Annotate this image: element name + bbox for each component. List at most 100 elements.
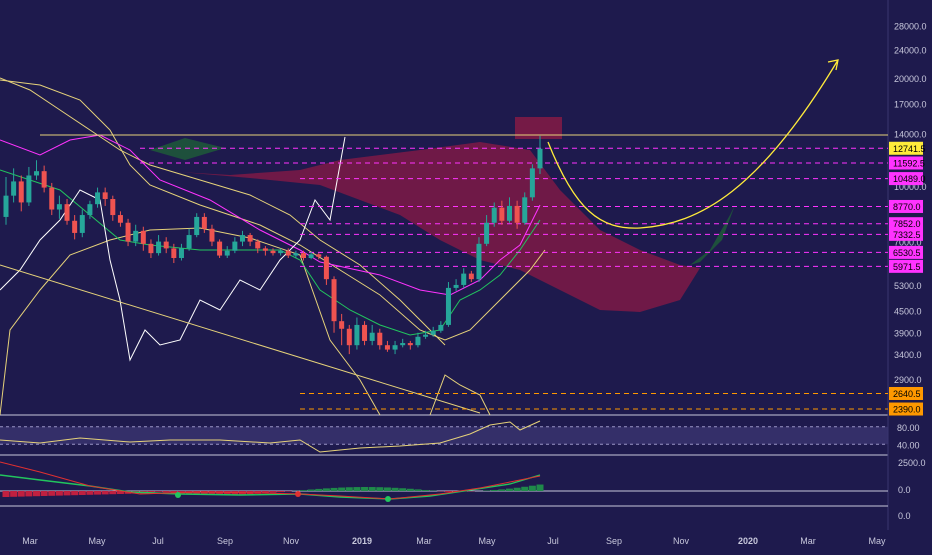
candle-body[interactable] bbox=[171, 248, 176, 258]
price-tick-label: 3900.0 bbox=[894, 329, 922, 339]
candle-body[interactable] bbox=[438, 325, 443, 331]
candle-body[interactable] bbox=[19, 181, 24, 202]
candle-body[interactable] bbox=[95, 192, 100, 204]
macd-bar bbox=[338, 488, 345, 491]
macd-bar bbox=[376, 487, 383, 491]
price-label: 2640.5 bbox=[893, 389, 921, 399]
candle-body[interactable] bbox=[362, 325, 367, 341]
price-tick-label: 2900.0 bbox=[894, 375, 922, 385]
candle-body[interactable] bbox=[126, 223, 131, 242]
candle-body[interactable] bbox=[271, 251, 276, 253]
candle-body[interactable] bbox=[286, 251, 291, 256]
price-tick-label: 20000.0 bbox=[894, 74, 927, 84]
price-tick-label: 4500.0 bbox=[894, 306, 922, 316]
candle-body[interactable] bbox=[57, 204, 62, 209]
price-tick-label: 28000.0 bbox=[894, 22, 927, 32]
candle-body[interactable] bbox=[293, 253, 298, 255]
time-tick-label: Mar bbox=[416, 536, 432, 546]
candle-body[interactable] bbox=[187, 235, 192, 248]
candle-body[interactable] bbox=[225, 251, 230, 256]
candle-body[interactable] bbox=[80, 215, 85, 233]
candle-body[interactable] bbox=[530, 168, 535, 197]
candle-body[interactable] bbox=[339, 321, 344, 329]
candle-body[interactable] bbox=[324, 257, 329, 279]
candle-body[interactable] bbox=[309, 254, 314, 258]
candle-body[interactable] bbox=[370, 333, 375, 341]
macd-bar bbox=[163, 491, 170, 492]
price-label: 7332.5 bbox=[893, 230, 921, 240]
candle-body[interactable] bbox=[499, 208, 504, 221]
candle-body[interactable] bbox=[408, 343, 413, 345]
candle-body[interactable] bbox=[72, 221, 77, 233]
candle-body[interactable] bbox=[377, 333, 382, 345]
candle-body[interactable] bbox=[415, 337, 420, 345]
candle-body[interactable] bbox=[301, 253, 306, 258]
candle-body[interactable] bbox=[522, 197, 527, 222]
candle-body[interactable] bbox=[141, 231, 146, 244]
macd-bar bbox=[71, 491, 78, 495]
macd-bar bbox=[399, 488, 406, 491]
candle-body[interactable] bbox=[431, 331, 436, 335]
candle-body[interactable] bbox=[202, 217, 207, 229]
candle-body[interactable] bbox=[179, 248, 184, 258]
candle-body[interactable] bbox=[217, 242, 222, 256]
candle-body[interactable] bbox=[209, 229, 214, 242]
candle-body[interactable] bbox=[538, 149, 543, 169]
candle-body[interactable] bbox=[65, 204, 70, 221]
candle-body[interactable] bbox=[476, 244, 481, 279]
candle-body[interactable] bbox=[194, 217, 199, 235]
candle-body[interactable] bbox=[461, 274, 466, 285]
candle-body[interactable] bbox=[11, 181, 16, 195]
macd-bar bbox=[277, 491, 284, 492]
candle-body[interactable] bbox=[232, 242, 237, 251]
price-label: 12741.5 bbox=[893, 144, 926, 154]
candle-body[interactable] bbox=[423, 335, 428, 337]
candle-body[interactable] bbox=[103, 192, 108, 199]
price-label: 8770.0 bbox=[893, 202, 921, 212]
candle-body[interactable] bbox=[454, 285, 459, 288]
candle-body[interactable] bbox=[34, 171, 39, 175]
candle-body[interactable] bbox=[278, 251, 283, 253]
candle-body[interactable] bbox=[4, 196, 9, 217]
candle-body[interactable] bbox=[164, 242, 169, 249]
candle-body[interactable] bbox=[484, 223, 489, 244]
candle-body[interactable] bbox=[469, 274, 474, 280]
candle-body[interactable] bbox=[393, 345, 398, 349]
macd-bar bbox=[102, 491, 109, 494]
candle-body[interactable] bbox=[515, 206, 520, 223]
macd-bar bbox=[155, 491, 162, 492]
candle-body[interactable] bbox=[255, 242, 260, 249]
candle-body[interactable] bbox=[385, 345, 390, 349]
candle-body[interactable] bbox=[42, 171, 47, 187]
macd-bar bbox=[369, 487, 376, 491]
candle-body[interactable] bbox=[507, 206, 512, 221]
candle-body[interactable] bbox=[248, 235, 253, 242]
candle-body[interactable] bbox=[446, 288, 451, 325]
candle-body[interactable] bbox=[148, 244, 153, 253]
candle-body[interactable] bbox=[156, 242, 161, 254]
time-tick-label: 2020 bbox=[738, 536, 758, 546]
candle-body[interactable] bbox=[263, 248, 268, 250]
candle-body[interactable] bbox=[332, 279, 337, 321]
candle-body[interactable] bbox=[49, 188, 54, 210]
candle-body[interactable] bbox=[110, 199, 115, 215]
macd-bar bbox=[331, 488, 338, 491]
candle-body[interactable] bbox=[347, 329, 352, 345]
candle-body[interactable] bbox=[240, 235, 245, 242]
price-label: 11592.5 bbox=[893, 158, 925, 168]
candle-body[interactable] bbox=[118, 215, 123, 223]
macd-bar bbox=[94, 491, 101, 495]
candle-body[interactable] bbox=[26, 175, 31, 202]
macd-bar bbox=[315, 489, 322, 491]
candle-body[interactable] bbox=[492, 208, 497, 223]
candle-body[interactable] bbox=[133, 231, 138, 242]
candle-body[interactable] bbox=[316, 254, 321, 256]
macd-bar bbox=[18, 491, 25, 497]
candle-body[interactable] bbox=[87, 204, 92, 215]
candle-body[interactable] bbox=[400, 343, 405, 345]
price-label: 10489.0 bbox=[893, 174, 926, 184]
candle-body[interactable] bbox=[354, 325, 359, 345]
macd-bar bbox=[361, 487, 368, 491]
